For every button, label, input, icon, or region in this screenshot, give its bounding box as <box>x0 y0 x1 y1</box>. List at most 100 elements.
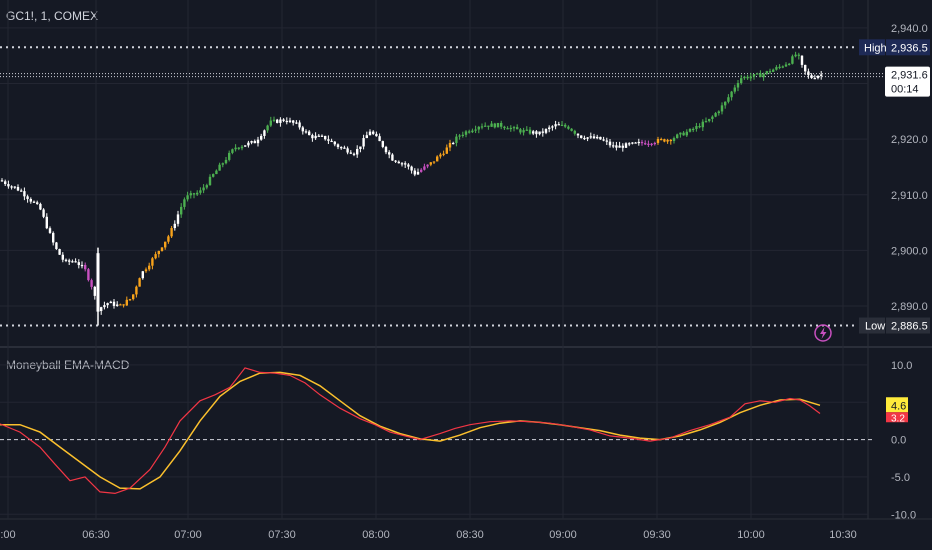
time-axis-label: 09:30 <box>643 529 671 541</box>
candle-body <box>727 97 730 102</box>
candle-body <box>352 153 356 155</box>
price-axis-tick: 2,920.0 <box>891 134 928 146</box>
candle-body <box>653 142 656 145</box>
candle-body <box>452 142 455 145</box>
candle-body <box>13 186 16 188</box>
candle-body <box>458 135 461 137</box>
candle-body <box>589 136 592 138</box>
candle-body <box>256 139 260 144</box>
candle-body <box>205 185 208 188</box>
candle-body <box>250 141 253 143</box>
candle-body <box>138 278 141 287</box>
candle-body <box>199 190 202 193</box>
candle-body <box>672 138 676 141</box>
candle-body <box>327 139 330 141</box>
candle-body <box>519 129 522 133</box>
candle-body <box>624 143 628 148</box>
candle-body <box>714 113 717 117</box>
candle-body <box>160 247 164 251</box>
candle-body <box>116 304 119 306</box>
candle-body <box>688 128 692 132</box>
candle-body <box>151 258 154 266</box>
candle-body <box>96 253 100 312</box>
candle-body <box>413 170 416 175</box>
candle-body <box>759 73 762 78</box>
candle-body <box>10 186 13 188</box>
candle-body <box>64 259 68 261</box>
candle-body <box>407 164 410 167</box>
candle-body <box>362 138 365 147</box>
candle-body <box>48 228 52 233</box>
high-tag-label: High <box>864 42 887 54</box>
candle-body <box>170 228 173 237</box>
candle-body <box>781 66 784 68</box>
candle-body <box>487 125 490 127</box>
candle-body <box>605 140 608 142</box>
candle-body <box>810 75 813 79</box>
candle-body <box>791 56 794 64</box>
candle-body <box>628 143 631 145</box>
candle-body <box>698 126 701 128</box>
candle-body <box>717 111 720 114</box>
candle-body <box>84 264 87 270</box>
candle-body <box>285 120 288 123</box>
candle-body <box>77 262 80 266</box>
candle-body <box>263 130 266 136</box>
badge-b-bg <box>886 412 908 423</box>
candle-body <box>596 136 599 139</box>
candle-body <box>308 131 311 136</box>
candle-body <box>455 136 458 143</box>
macd-axis-tick: -10.0 <box>891 509 916 521</box>
candle-body <box>288 120 292 122</box>
last-price-bg <box>885 66 930 97</box>
candle-body <box>340 147 343 149</box>
candle-body <box>132 294 135 300</box>
candle-body <box>621 145 624 148</box>
candle-body <box>506 128 509 130</box>
candle-body <box>656 138 660 143</box>
candle-body <box>490 123 493 127</box>
candle-body <box>16 187 20 191</box>
candle-body <box>685 131 688 136</box>
candle-body <box>724 101 727 106</box>
candle-body <box>788 63 791 65</box>
lightning-icon <box>814 324 832 342</box>
candle-body <box>359 146 362 150</box>
candle-body <box>173 223 176 229</box>
candle-body <box>45 216 48 229</box>
candle-body <box>749 76 752 79</box>
candle-body <box>26 196 29 199</box>
candle-body <box>32 201 36 203</box>
candle-body <box>196 192 199 195</box>
candle-body <box>503 126 506 129</box>
candle-body <box>253 141 256 144</box>
candle-body <box>740 78 743 84</box>
candle-body <box>135 286 138 295</box>
candle-body <box>500 122 503 127</box>
ticker-label[interactable]: GC1!, 1, COMEX <box>6 9 99 23</box>
candle-body <box>157 250 160 255</box>
candle-body <box>333 141 336 145</box>
candle-body <box>365 135 368 139</box>
candle-body <box>167 236 170 242</box>
candle-body <box>512 127 516 129</box>
candle-body <box>784 64 788 67</box>
candle-body <box>336 144 340 148</box>
candle-body <box>634 142 637 144</box>
candle-body <box>112 301 116 306</box>
time-axis-label: 07:30 <box>268 529 296 541</box>
candle-body <box>797 54 800 56</box>
candle-body <box>663 139 666 142</box>
candle-body <box>276 119 279 123</box>
candle-body <box>756 73 759 75</box>
candle-body <box>650 143 653 145</box>
candle-body <box>154 254 157 259</box>
candle-body <box>637 141 640 144</box>
candle-body <box>612 145 615 147</box>
indicator-badges: 4.63.2 <box>886 397 908 424</box>
time-axis-label: 07:00 <box>174 529 202 541</box>
candle-body <box>583 137 586 140</box>
time-axis-label: 10:30 <box>829 529 857 541</box>
candle-body <box>23 191 26 197</box>
